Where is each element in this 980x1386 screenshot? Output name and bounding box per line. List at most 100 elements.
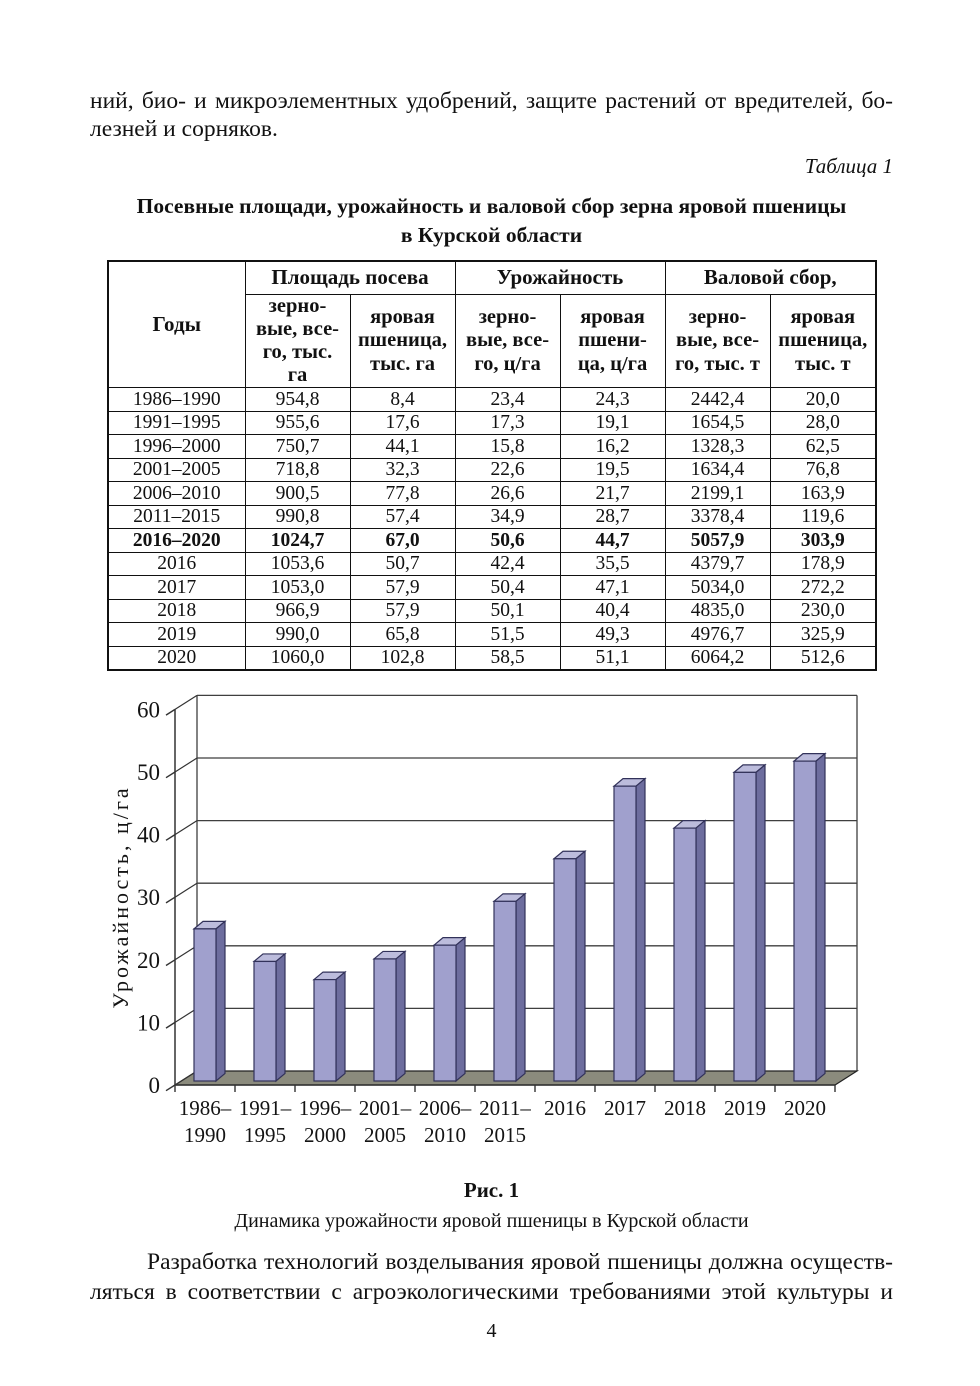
table-row: 1991–1995 955,6 17,6 17,3 19,1 1654,5 28,0 [107, 410, 877, 436]
bar [193, 928, 217, 1082]
value-cell: 718,8 [244, 457, 351, 483]
value-cell: 3378,4 [664, 504, 771, 530]
value-cell: 16,2 [559, 434, 666, 459]
value-cell: 32,3 [349, 457, 456, 483]
value-cell: 2442,4 [664, 387, 771, 412]
value-cell: 954,8 [244, 387, 351, 412]
bar-side-face [815, 752, 826, 1083]
year-cell: 2016 [107, 551, 246, 577]
bar-side-face [455, 936, 466, 1083]
year-cell: 1991–1995 [107, 410, 246, 436]
x-tick-label: 2001– 2005 [359, 1096, 412, 1147]
group-header-cell: Урожайность [454, 260, 666, 295]
value-cell: 19,1 [559, 410, 666, 436]
bottom-paragraph: Разработка технологий возделывания ярово… [90, 1248, 893, 1307]
sub-header-cell: зерно- вые, все- го, тыс. га [244, 293, 351, 389]
y-tick-connector [174, 695, 198, 711]
value-cell: 26,6 [454, 481, 561, 506]
table-row: 2017 1053,0 57,9 50,4 47,1 5034,0 272,2 [107, 575, 877, 600]
year-cell: 2001–2005 [107, 457, 246, 483]
y-tick-connector [174, 882, 198, 898]
value-cell: 6064,2 [664, 645, 771, 671]
value-cell: 19,5 [559, 457, 666, 483]
bar-side-face [335, 971, 346, 1083]
value-cell: 750,7 [244, 434, 351, 459]
value-cell: 15,8 [454, 434, 561, 459]
group-header-row: Годы Площадь посева Урожайность Валовой сб… [107, 260, 877, 389]
value-cell: 51,5 [454, 622, 561, 647]
bar-side-face [635, 777, 646, 1083]
value-cell: 102,8 [349, 645, 456, 671]
bar-side-face [575, 850, 586, 1083]
x-tick-label: 2006– 2010 [419, 1096, 472, 1147]
y-tick-connector [174, 757, 198, 773]
value-cell: 163,9 [769, 481, 877, 506]
year-column-header: Годы [107, 260, 246, 389]
value-cell: 35,5 [559, 551, 666, 577]
value-cell: 44,1 [349, 434, 456, 459]
value-cell: 21,7 [559, 481, 666, 506]
bar [553, 858, 577, 1082]
y-tick-label: 20 [137, 948, 160, 973]
x-tick-label: 2019 [724, 1096, 766, 1120]
bar [493, 900, 517, 1082]
value-cell: 325,9 [769, 622, 877, 647]
value-cell: 17,6 [349, 410, 456, 436]
value-cell: 955,6 [244, 410, 351, 436]
bar [433, 944, 457, 1082]
y-tick-label: 30 [137, 885, 160, 910]
value-cell: 65,8 [349, 622, 456, 647]
value-cell: 4976,7 [664, 622, 771, 647]
table-header: Годы Площадь посева Урожайность Валовой сб… [107, 260, 877, 389]
value-cell: 24,3 [559, 387, 666, 412]
y-tick [165, 959, 176, 967]
value-cell: 303,9 [769, 528, 877, 553]
year-cell: 2006–2010 [107, 481, 246, 506]
bar-side-face [695, 819, 706, 1083]
table-row: 1986–1990 954,8 8,4 23,4 24,3 2442,4 20,0 [107, 387, 877, 412]
top-paragraph-line: ний, био- и микроэлементных удобрений, з… [90, 88, 893, 114]
value-cell: 119,6 [769, 504, 877, 530]
sub-header-cell: яровая пшени- ца, ц/га [559, 293, 666, 389]
table-label: Таблица 1 [804, 154, 893, 179]
sub-header-row: зерно- вые, все- го, тыс. га яровая пшени… [108, 293, 877, 389]
figure-caption: Динамика урожайности яровой пшеницы в Ку… [234, 1210, 749, 1233]
table-body: 1986–1990 954,8 8,4 23,4 24,3 2442,4 20,0 1991–… [107, 387, 877, 671]
value-cell: 22,6 [454, 457, 561, 483]
bar [253, 961, 277, 1082]
value-cell: 57,4 [349, 504, 456, 530]
value-cell: 5034,0 [664, 575, 771, 600]
y-tick [165, 896, 176, 904]
table-row: 1996–2000 750,7 44,1 15,8 16,2 1328,3 62,5 [107, 434, 877, 459]
top-paragraph: ний, био- и микроэлементных удобрений, з… [90, 88, 893, 143]
table-row: 2020 1060,0 102,8 58,5 51,1 6064,2 512,6 [107, 645, 877, 671]
value-cell: 1024,7 [244, 528, 351, 553]
value-cell: 1060,0 [244, 645, 351, 671]
x-tick-label: 2018 [664, 1096, 706, 1120]
value-cell: 58,5 [454, 645, 561, 671]
y-tick-label: 10 [137, 1011, 160, 1036]
value-cell: 990,0 [244, 622, 351, 647]
value-cell: 28,0 [769, 410, 877, 436]
y-tick-label: 0 [149, 1073, 161, 1098]
value-cell: 47,1 [559, 575, 666, 600]
value-cell: 67,0 [349, 528, 456, 553]
y-tick [165, 1084, 176, 1092]
y-tick-connector [174, 1070, 198, 1086]
year-cell: 1986–1990 [107, 387, 246, 412]
value-cell: 57,9 [349, 575, 456, 600]
y-tick [165, 834, 176, 842]
value-cell: 28,7 [559, 504, 666, 530]
year-cell: 2017 [107, 575, 246, 600]
x-tick-label: 1996– 2000 [299, 1096, 352, 1147]
table-row: 2016 1053,6 50,7 42,4 35,5 4379,7 178,9 [107, 551, 877, 577]
bar-side-face [395, 950, 406, 1083]
table-row: 2019 990,0 65,8 51,5 49,3 4976,7 325,9 [107, 622, 877, 647]
value-cell: 50,1 [454, 598, 561, 624]
table-row: 2018 966,9 57,9 50,1 40,4 4835,0 230,0 [107, 598, 877, 624]
x-tick-label: 2016 [544, 1096, 586, 1120]
crop-statistics-table: Годы Площадь посева Урожайность Валовой сб… [107, 259, 878, 672]
y-axis-title: Урожайность, ц/га [108, 786, 133, 1009]
